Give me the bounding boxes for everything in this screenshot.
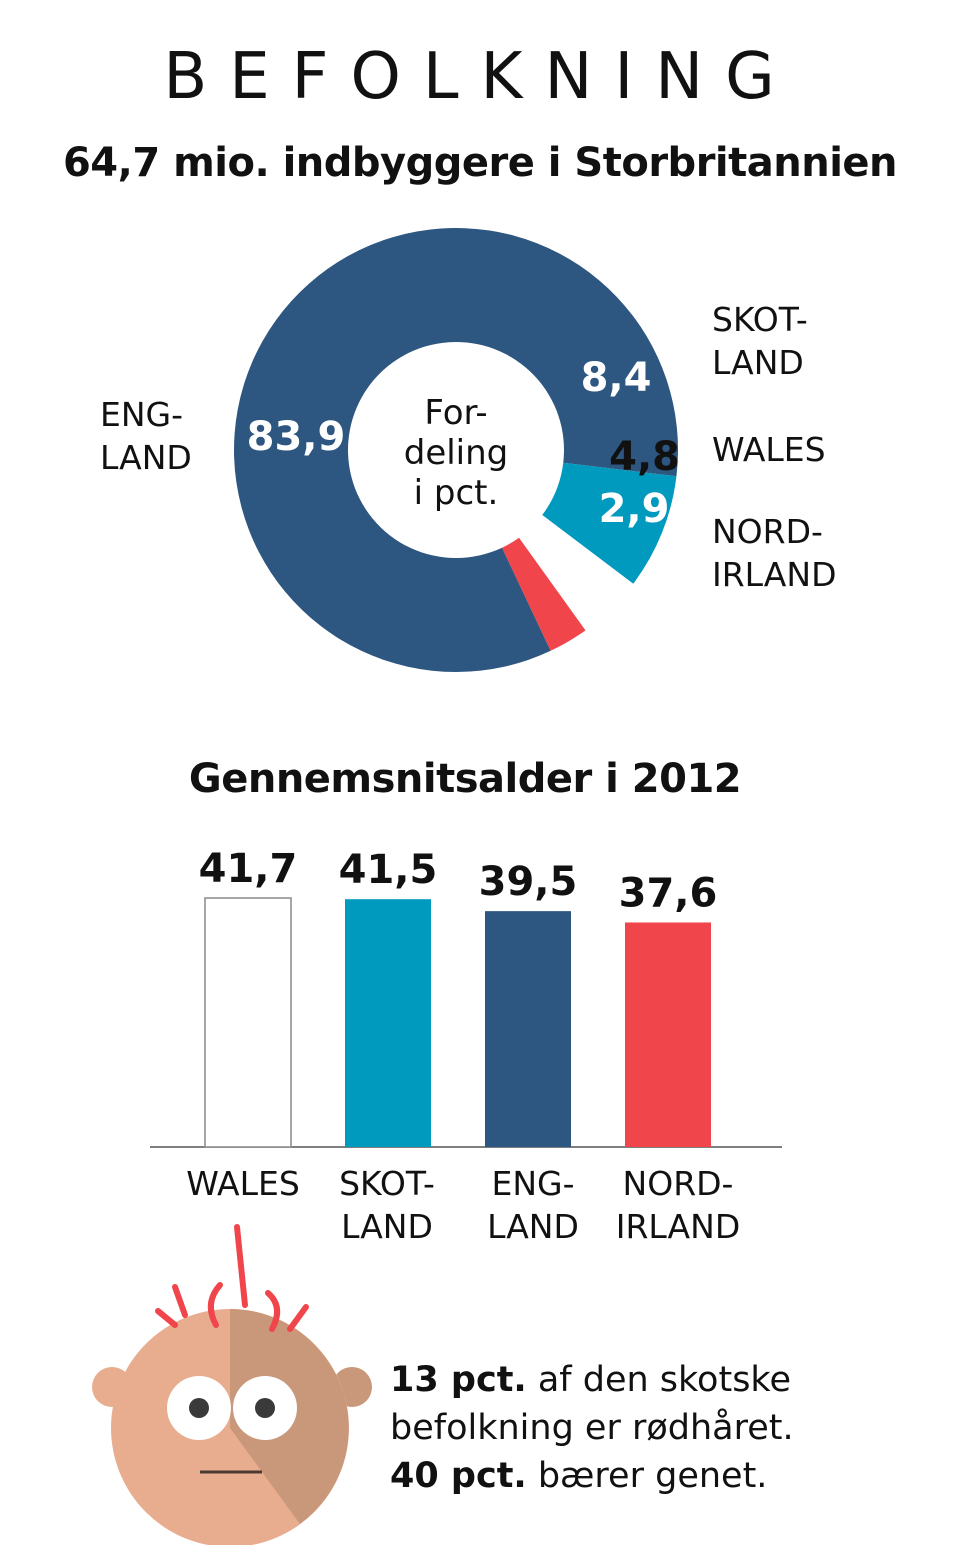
donut-slice-scotland xyxy=(542,462,677,584)
bar-category-northern-ireland: NORD- IRLAND xyxy=(603,1162,753,1248)
donut-center-label-line-2: deling xyxy=(404,433,509,473)
bar-value-scotland: 41,5 xyxy=(339,847,438,893)
bar-category-wales-line1: WALES xyxy=(186,1164,300,1203)
bar-category-wales: WALES xyxy=(168,1162,318,1205)
donut-label-wales-line1: WALES xyxy=(712,430,826,469)
page-title: BEFOLKNING xyxy=(163,40,797,114)
bar-category-england-line1: ENG- xyxy=(491,1164,575,1203)
donut-label-ni-line2: IRLAND xyxy=(712,555,837,594)
fact-line-2: befolkning er rødhåret. xyxy=(390,1408,794,1448)
donut-label-ni-line1: NORD- xyxy=(712,512,823,551)
donut-label-england-line2: LAND xyxy=(100,438,192,477)
donut-slice-northern-ireland xyxy=(502,537,586,651)
bar-scotland xyxy=(345,899,431,1147)
donut-label-wales: WALES xyxy=(712,428,826,471)
bar-chart-title: Gennemsnitsalder i 2012 xyxy=(188,756,742,802)
donut-label-england: ENG- LAND xyxy=(100,393,192,479)
bar-england xyxy=(485,911,571,1147)
donut-value-northern-ireland: 2,9 xyxy=(599,486,670,532)
donut-label-scotland-line2: LAND xyxy=(712,343,804,382)
fact-line-3: 40 pct. bærer genet. xyxy=(390,1452,794,1500)
bar-wales xyxy=(204,897,292,1148)
redhead-fact: 13 pct. af den skotske befolkning er rød… xyxy=(390,1356,794,1500)
donut-value-wales: 4,8 xyxy=(609,434,680,480)
donut-slice-wales xyxy=(518,515,634,631)
donut-center-label-line-3: i pct. xyxy=(414,473,499,513)
donut-slice-england xyxy=(234,227,679,672)
bar-category-england: ENG- LAND xyxy=(458,1162,608,1248)
bar-category-scotland-line2: LAND xyxy=(341,1207,433,1246)
fact-line-3-rest: bærer genet. xyxy=(526,1456,768,1496)
red-hair-icon xyxy=(155,1224,309,1332)
bar-value-england: 39,5 xyxy=(479,859,578,905)
fact-line-1-rest: af den skotske xyxy=(526,1360,791,1400)
bar-category-scotland: SKOT- LAND xyxy=(312,1162,462,1248)
bar-category-ni-line1: NORD- xyxy=(622,1164,734,1203)
donut-center-label-line-1: For- xyxy=(424,393,487,433)
fact-highlight-13pct: 13 pct. xyxy=(390,1360,527,1400)
bar-northern-ireland xyxy=(625,922,711,1147)
donut-label-scotland-line1: SKOT- xyxy=(712,300,808,339)
fact-highlight-40pct: 40 pct. xyxy=(390,1456,527,1496)
donut-value-england: 83,9 xyxy=(247,414,346,460)
bar-category-ni-line2: IRLAND xyxy=(615,1207,741,1246)
bar-category-scotland-line1: SKOT- xyxy=(339,1164,435,1203)
page-subtitle: 64,7 mio. indbyggere i Storbritannien xyxy=(62,140,898,186)
bar-category-england-line2: LAND xyxy=(487,1207,579,1246)
donut-label-scotland: SKOT- LAND xyxy=(712,298,808,384)
fact-line-1: 13 pct. af den skotske xyxy=(390,1356,794,1404)
donut-label-northern-ireland: NORD- IRLAND xyxy=(712,510,836,596)
left-eye-icon xyxy=(167,1376,231,1440)
bar-value-northern-ireland: 37,6 xyxy=(619,870,718,916)
redhead-face-illustration xyxy=(92,1224,372,1545)
bar-value-wales: 41,7 xyxy=(199,846,298,892)
donut-value-scotland: 8,4 xyxy=(581,355,652,401)
right-eye-icon xyxy=(233,1376,297,1440)
donut-label-england-line1: ENG- xyxy=(100,395,184,434)
